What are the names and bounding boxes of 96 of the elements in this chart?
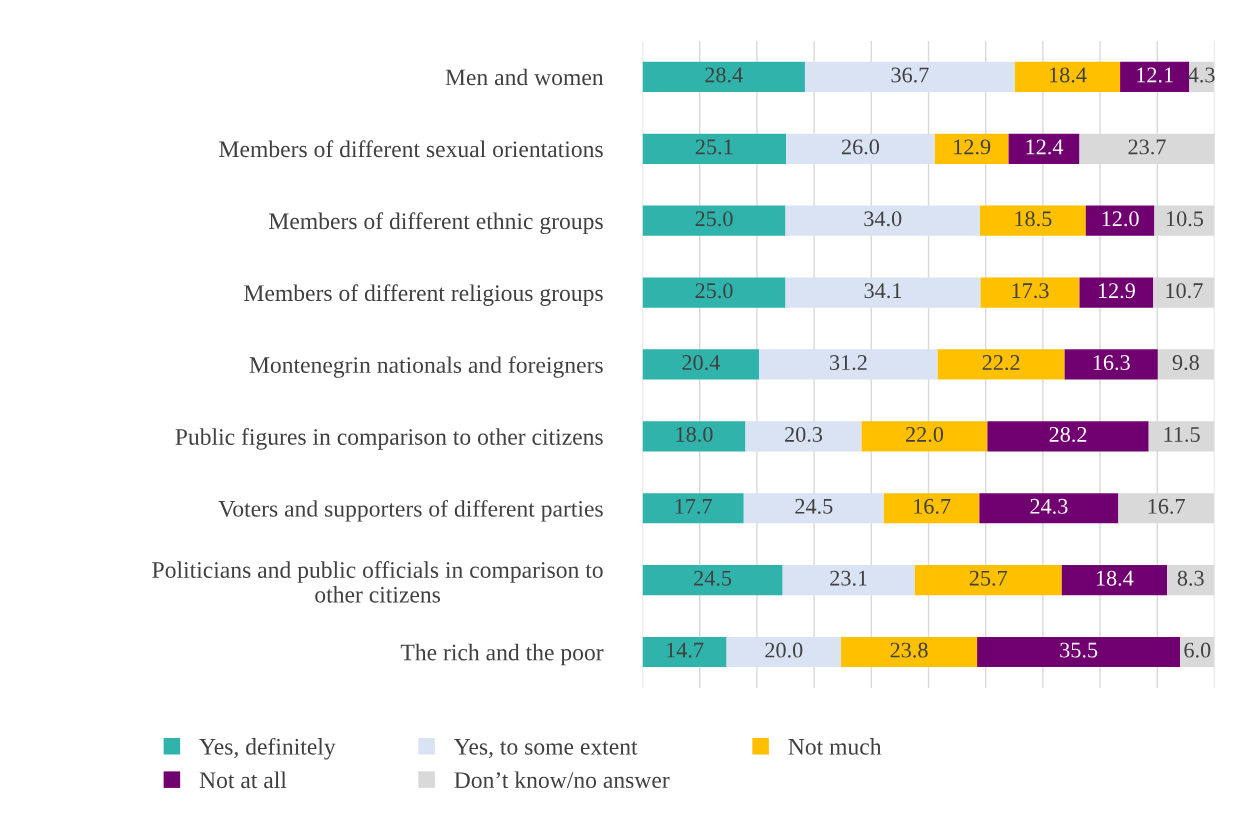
data-label: 12.9	[954, 139, 991, 155]
y-tick-label: Politicians and public officials in comparison to other citizens	[152, 561, 603, 603]
bar	[987, 421, 1149, 452]
y-tick-label: Montenegrin nationals and foreigners	[249, 356, 603, 378]
data-label: 25.7	[969, 570, 1008, 586]
bar	[1008, 133, 1080, 164]
bar	[979, 493, 1119, 524]
data-label: 23.8	[890, 642, 928, 658]
bar	[804, 61, 1015, 92]
data-label: 16.7	[1148, 498, 1185, 514]
data-label: 24.3	[1030, 498, 1068, 514]
data-label: 8.3	[1177, 570, 1204, 586]
data-label: 12.0	[1102, 211, 1139, 227]
bar	[642, 565, 783, 596]
data-label: 12.4	[1026, 139, 1064, 155]
y-tick-label: The rich and the poor	[400, 643, 604, 666]
bar	[743, 493, 884, 524]
legend-label: Not at all	[199, 771, 287, 789]
bar	[642, 61, 805, 92]
bar	[861, 421, 988, 452]
legend-label: Not much	[788, 738, 882, 755]
data-label: 20.0	[765, 642, 803, 658]
bar	[977, 636, 1181, 668]
data-label: 28.2	[1049, 426, 1087, 442]
data-label: 35.5	[1060, 642, 1098, 658]
data-label: 25.0	[695, 211, 733, 227]
data-label: 23.1	[830, 570, 867, 586]
data-label: 23.7	[1128, 139, 1166, 155]
data-label: 18.0	[676, 426, 713, 442]
data-label: 16.7	[914, 498, 951, 514]
bar	[642, 636, 727, 668]
data-label: 17.7	[675, 498, 712, 514]
bar	[883, 493, 980, 524]
bar	[1085, 205, 1155, 236]
data-label: 22.0	[906, 426, 944, 442]
bar	[642, 205, 786, 236]
data-label: 9.8	[1172, 355, 1199, 371]
bar	[1120, 61, 1190, 92]
bar	[642, 277, 786, 308]
data-label: 18.4	[1050, 67, 1087, 83]
bar	[914, 565, 1062, 596]
y-tick-label: Public figures in comparison to other citizens	[175, 428, 603, 450]
bar	[745, 421, 862, 452]
data-label: 10.5	[1166, 211, 1204, 227]
data-label: 10.7	[1166, 283, 1203, 299]
bar	[937, 349, 1065, 380]
bar	[1064, 349, 1158, 380]
bar	[642, 133, 787, 164]
bar	[1079, 277, 1154, 308]
bar	[785, 277, 981, 308]
data-label: 20.3	[785, 426, 823, 442]
bar	[759, 349, 938, 380]
bar	[980, 277, 1080, 308]
data-label: 12.1	[1137, 67, 1173, 83]
y-tick-label: Members of different religious groups	[244, 284, 603, 306]
bar	[1167, 565, 1215, 596]
data-label: 17.3	[1012, 283, 1049, 299]
y-tick-label: Men and women	[445, 68, 604, 86]
data-label: 26.0	[841, 139, 880, 155]
data-label: 18.4	[1096, 570, 1134, 586]
bar	[1061, 565, 1168, 596]
data-label: 16.3	[1093, 355, 1130, 371]
data-label: 14.7	[667, 642, 704, 658]
bar	[840, 636, 978, 668]
bar	[642, 493, 744, 524]
data-label: 34.0	[864, 211, 902, 227]
data-label: 28.4	[705, 67, 743, 83]
data-label: 25.1	[695, 139, 733, 155]
data-label: 31.2	[830, 355, 867, 371]
bar	[1157, 349, 1214, 380]
bar	[786, 133, 935, 164]
legend-label: Yes, to some extent	[454, 739, 638, 759]
bar	[934, 133, 1009, 164]
y-tick-label: Members of different ethnic groups	[269, 212, 603, 235]
data-label: 24.5	[795, 498, 833, 514]
data-label: 24.5	[694, 570, 732, 586]
bar	[726, 636, 841, 668]
legend-label: Yes, definitely	[199, 737, 336, 760]
data-label: 22.2	[982, 355, 1020, 371]
bar	[642, 421, 746, 452]
bar	[782, 565, 915, 596]
bar	[1014, 61, 1121, 92]
data-label: 11.5	[1164, 427, 1200, 442]
bar	[785, 205, 980, 236]
bar	[642, 349, 760, 380]
y-tick-label: Members of different sexual orientations	[219, 140, 603, 158]
data-label: 36.7	[891, 67, 929, 83]
y-tick-label: Voters and supporters of different parties	[218, 499, 603, 522]
data-label: 18.5	[1015, 211, 1052, 227]
data-label: 25.0	[695, 283, 733, 299]
data-label: 34.1	[864, 283, 902, 299]
data-label: 12.9	[1098, 283, 1135, 299]
legend-label: Don’t know/no answer	[454, 771, 670, 789]
bar	[979, 205, 1086, 236]
data-label: 6.0	[1184, 642, 1211, 658]
data-label: 20.4	[682, 355, 720, 371]
